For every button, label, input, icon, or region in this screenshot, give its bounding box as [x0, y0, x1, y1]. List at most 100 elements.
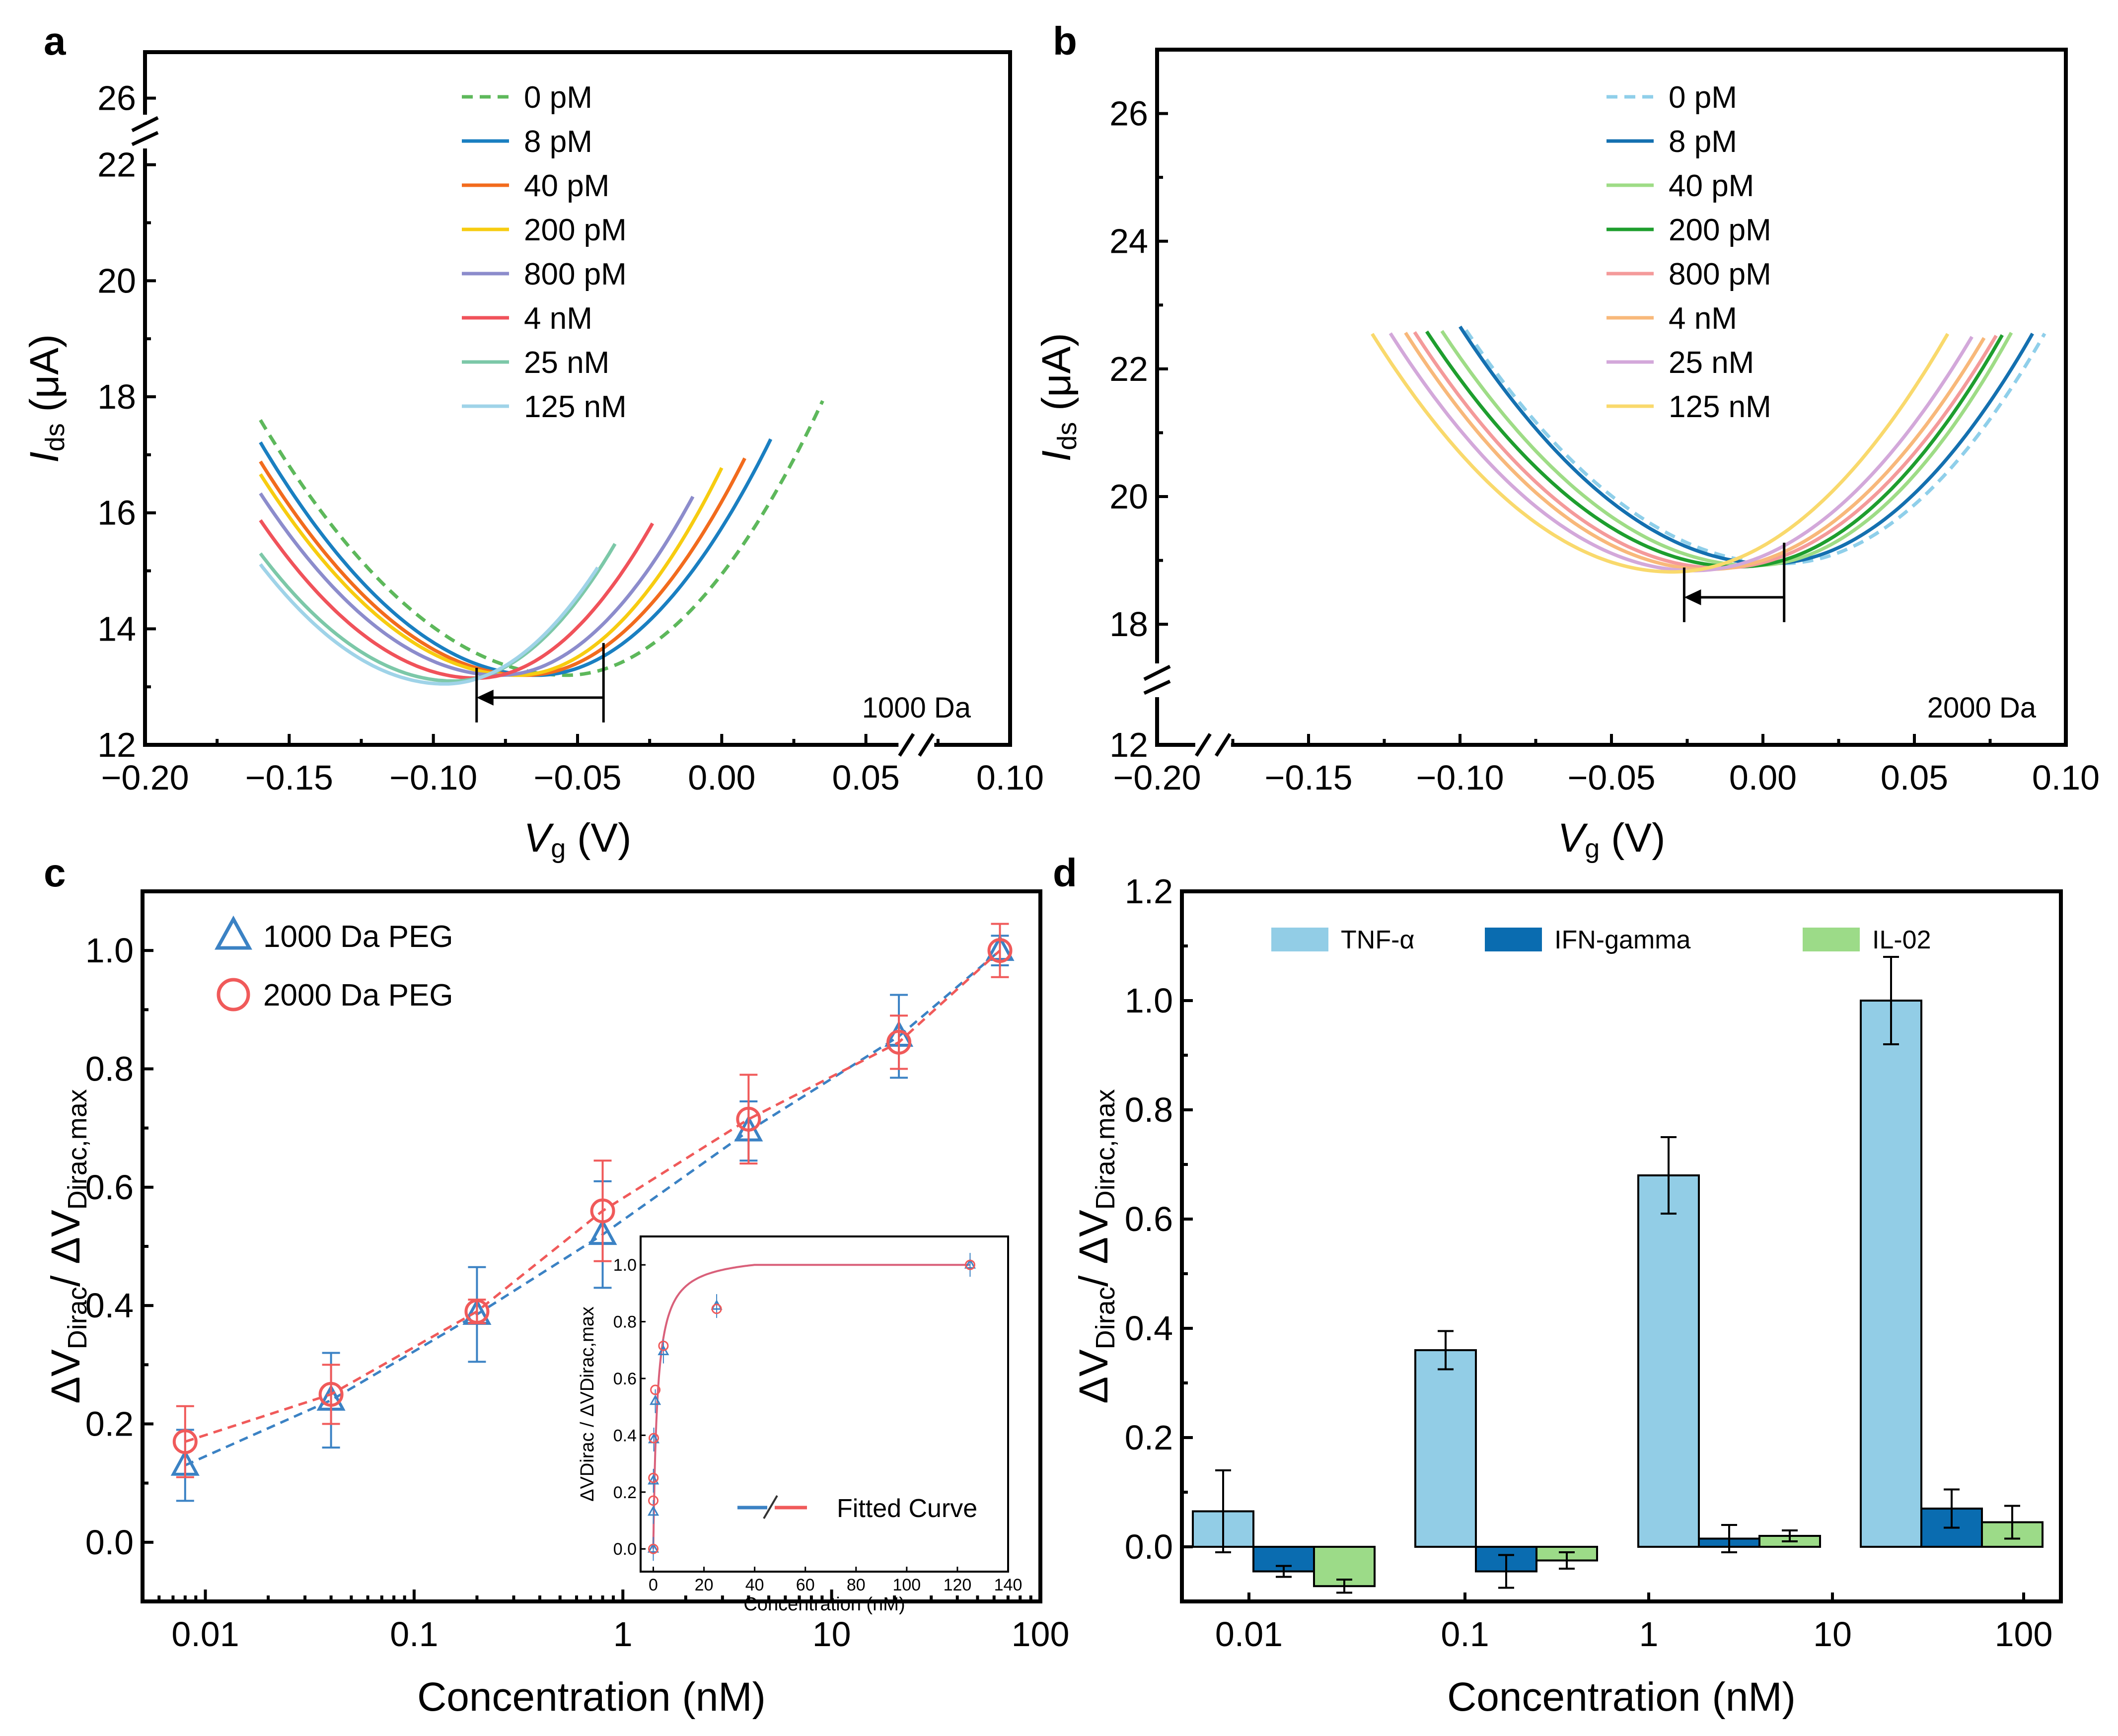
panel-d-ytick-label: 0.0: [1125, 1527, 1173, 1566]
panel-a-series-line-800-pM: [259, 492, 695, 677]
panel-d-plot-frame: [1180, 889, 2063, 1603]
panel-b-series-group: [1371, 325, 2046, 574]
panel-b-xtick-label: −0.20: [1113, 758, 1201, 797]
panel-a-xaxis-label-unit: (V): [566, 815, 631, 861]
panel-d-bar-TNF-: [1637, 1174, 1700, 1548]
panel-d-legend-swatch: [1485, 928, 1542, 951]
panel-a-y-break-stroke-1: [131, 116, 159, 133]
panel-c-inset-point-triangle: [647, 1542, 659, 1553]
panel-b-xtick-label: 0.05: [1881, 758, 1948, 797]
panel-b-yaxis-label-unit: (μA): [1034, 333, 1079, 422]
panel-a-yaxis-label-unit: (μA): [22, 334, 67, 423]
panel-d-yaxis-label: ΔVDirac/ ΔVDirac,max: [1071, 1089, 1120, 1404]
panel-c-inset-xtick-label: 60: [796, 1576, 815, 1594]
panel-d-xtick-label: 0.1: [1441, 1615, 1489, 1654]
panel-b-xaxis-label-main: V: [1558, 815, 1589, 861]
panel-a-xtick-label: −0.20: [101, 758, 189, 797]
panel-b-ytick-label: 26: [1109, 94, 1148, 133]
panel-c-inset-point-triangle: [647, 1505, 659, 1516]
panel-c-yaxis-label-part: / ΔV: [43, 1210, 88, 1287]
panel-b-ytick-label: 18: [1109, 605, 1148, 644]
panel-c-ytick-label: 0.4: [85, 1286, 134, 1325]
panel-a-ytick-label: 18: [97, 377, 136, 416]
panel-b-legend-label: 800 pM: [1669, 257, 1771, 291]
panel-c-legend-circle: [217, 978, 250, 1012]
panel-a-yaxis-label-text: Ids (μA): [22, 334, 70, 463]
panel-a-legend-label: 800 pM: [524, 257, 627, 291]
panel-c-inset-ytick-label: 0.8: [613, 1313, 637, 1332]
panel-b-xtick-label: −0.15: [1264, 758, 1352, 797]
panel-c-inset-xtick-label: 0: [649, 1576, 658, 1594]
panel-d-ytick-label: 1.0: [1125, 981, 1173, 1020]
panel-d-legend-label: IL-02: [1872, 926, 1931, 954]
panel-c-inset-ytick-label: 1.0: [613, 1256, 637, 1275]
panel-a-xtick-label: −0.15: [245, 758, 333, 797]
panel-c-inset-point-circle: [711, 1303, 722, 1314]
panel-a-series-group: [259, 400, 824, 686]
panel-c-inset-point-circle: [964, 1259, 975, 1270]
panel-b-x-break-stroke-2: [1214, 733, 1232, 757]
panel-c-point-circle: [590, 1198, 615, 1224]
panel-a-shift-arrow-head: [476, 689, 494, 706]
panel-d-ytick-label: 0.2: [1125, 1418, 1173, 1457]
panel-c-legend-triangle: [215, 915, 252, 950]
panel-a-series-line-125-nM: [259, 563, 599, 686]
panel-c-inset-xtick-label: 80: [847, 1576, 866, 1594]
panel-a-xaxis-label-main: V: [524, 815, 555, 861]
panel-b-legend-label: 40 pM: [1669, 169, 1754, 203]
panel-a-yaxis-label-main: I: [22, 451, 67, 463]
panel-b-xtick-label: 0.00: [1729, 758, 1797, 797]
panel-c-point-circle: [464, 1299, 490, 1324]
panel-a-ytick-label: 20: [97, 261, 136, 300]
panel-c-ytick-label: 0.6: [85, 1168, 134, 1207]
panel-b-xaxis-label-sub: g: [1585, 834, 1600, 864]
panel-c-inset-xtick-label: 20: [695, 1576, 714, 1594]
panel-d-bar-TNF-: [1860, 1000, 1922, 1548]
panel-a-yaxis-label: Ids (μA): [22, 334, 70, 463]
panel-a-xaxis-label: Vg (V): [524, 815, 632, 864]
panel-b-annotation-mass: 2000 Da: [1927, 692, 2037, 724]
panel-a-xtick-label: −0.05: [533, 758, 621, 797]
panel-b-shift-arrow-head: [1684, 589, 1701, 605]
panel-d-ytick-label: 0.6: [1125, 1200, 1173, 1238]
panel-c-yaxis-label-part: ΔV: [43, 1349, 88, 1404]
panel-c-inset-point-triangle: [648, 1474, 659, 1485]
panel-c-point-circle: [886, 1029, 912, 1055]
panel-a-xtick-label: 0.05: [832, 758, 900, 797]
panel-d-yaxis-label-part: Dirac: [1091, 1287, 1120, 1349]
panel-d-legend-swatch: [1271, 928, 1328, 951]
panel-d-ytick-label: 0.8: [1125, 1090, 1173, 1129]
panel-b-xtick-label: −0.05: [1567, 758, 1655, 797]
panel-c-inset-legend-slash: [763, 1495, 778, 1519]
panel-c-inset-point-circle: [648, 1472, 659, 1483]
panel-b-legend-label: 25 nM: [1669, 346, 1754, 380]
panel-d-legend-swatch: [1803, 928, 1860, 951]
panel-b-xaxis-label: Vg (V): [1558, 815, 1666, 864]
panel-d-bar-TNF-: [1414, 1349, 1477, 1548]
panel-d-xtick-label: 1: [1639, 1615, 1659, 1654]
panel-a-series-line-0-pM: [259, 400, 824, 677]
panel-b-xtick-label: −0.10: [1416, 758, 1504, 797]
panel-c-xtick-label: 0.1: [390, 1615, 438, 1654]
panel-c-xaxis-label: Concentration (nM): [417, 1674, 766, 1720]
panel-c-inset-point-circle: [649, 1433, 659, 1444]
panel-c-inset-ytick-label: 0.0: [613, 1540, 637, 1559]
panel-d-yaxis-label-part: / ΔV: [1071, 1210, 1116, 1287]
panel-b-ytick-label: 22: [1109, 350, 1148, 388]
panel-b-yaxis-label-main: I: [1034, 450, 1079, 462]
panel-c-ytick-label: 0.8: [85, 1050, 134, 1088]
panel-letter-d: d: [1053, 851, 1077, 895]
panel-letter-b: b: [1053, 19, 1077, 63]
panel-a-legend-label: 4 nM: [524, 301, 592, 336]
panel-c-point-circle: [736, 1106, 761, 1132]
panel-b-y-break-stroke-2: [1143, 679, 1171, 695]
panel-c-inset-point-triangle: [964, 1258, 976, 1269]
panel-c-inset-point-circle: [650, 1384, 661, 1395]
panel-c-inset-point-triangle: [650, 1394, 661, 1405]
panel-c-inset-frame: [640, 1235, 1009, 1573]
panel-a-x-break-gap: [898, 734, 935, 756]
panel-d-xtick-label: 10: [1813, 1615, 1852, 1654]
panel-d-ytick-label: 0.4: [1125, 1309, 1173, 1348]
panel-a-x-break-stroke-1: [898, 733, 915, 757]
panel-a-series-line-8-pM: [259, 438, 773, 677]
